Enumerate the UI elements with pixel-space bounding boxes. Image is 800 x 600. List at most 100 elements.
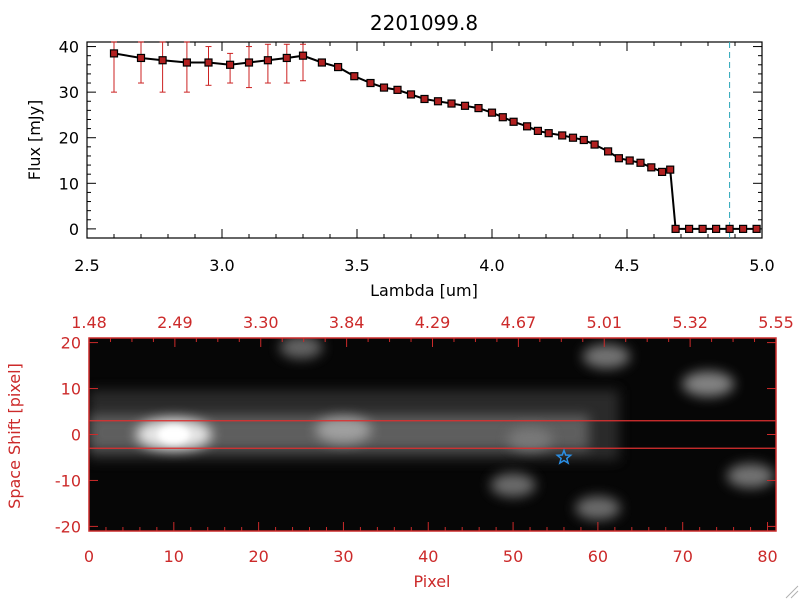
y-tick-label: 0 <box>69 220 79 239</box>
data-point <box>263 56 272 65</box>
data-point <box>509 117 518 126</box>
wavelength-tick-label: 5.55 <box>758 313 794 332</box>
wavelength-tick-label: 1.48 <box>71 313 107 332</box>
pixel-tick-label: 30 <box>333 547 353 566</box>
resize-grip-icon[interactable] <box>785 585 799 599</box>
data-point <box>317 58 326 67</box>
source-marker <box>555 448 573 465</box>
data-point <box>136 53 146 63</box>
data-point <box>522 122 532 131</box>
data-point <box>158 56 167 65</box>
spectrum-line <box>113 52 757 230</box>
data-point <box>666 165 675 174</box>
spectrum-plot-frame <box>86 41 763 239</box>
data-point <box>298 51 308 60</box>
space-shift-axis-label: Space Shift [pixel] <box>5 363 24 509</box>
data-point <box>614 154 624 163</box>
wavelength-tick-label: 4.29 <box>415 313 451 332</box>
data-point <box>474 103 483 113</box>
space-shift-tick-label: -20 <box>55 517 81 536</box>
x-axis-ticks: 2.5 3.0 3.5 4.0 4.5 5.0 <box>74 42 775 275</box>
data-point <box>406 90 416 99</box>
x-tick-label: 4.5 <box>614 256 639 275</box>
data-point <box>558 131 567 140</box>
data-point <box>244 58 254 67</box>
pixel-tick-label: 80 <box>757 547 777 566</box>
data-point <box>393 85 402 94</box>
chart-title: 2201099.8 <box>370 11 478 35</box>
data-point <box>752 224 761 233</box>
data-point <box>533 126 543 135</box>
data-point <box>590 140 599 149</box>
data-point <box>498 113 507 122</box>
source-core <box>157 425 190 444</box>
wavelength-tick-label: 5.32 <box>672 313 708 332</box>
data-point <box>334 62 343 72</box>
x-axis-label: Lambda [um] <box>370 281 478 300</box>
data-point <box>204 58 213 67</box>
x-tick-label: 3.5 <box>344 256 369 275</box>
y-tick-label: 10 <box>59 174 79 193</box>
wavelength-tick-label: 3.30 <box>243 313 279 332</box>
pixel-tick-label: 60 <box>588 547 608 566</box>
emission-blob <box>315 416 372 444</box>
data-point <box>282 53 291 63</box>
data-point <box>684 224 694 233</box>
data-point <box>447 99 456 108</box>
data-point <box>636 158 645 167</box>
error-bars <box>111 41 306 93</box>
pixel-tick-label: 20 <box>248 547 268 566</box>
y-tick-label: 40 <box>59 38 79 57</box>
data-point <box>182 58 191 67</box>
data-point <box>460 101 470 110</box>
spectrum-series <box>109 49 761 233</box>
spectrum-panel: 2201099.8 2.5 3.0 3.5 4.0 4.5 5.0 0 10 20 30 40 L… <box>25 11 775 300</box>
data-point <box>433 97 443 106</box>
y-axis-label: Flux [mJy] <box>25 100 44 181</box>
space-shift-ticks: -20 -10 0 10 20 <box>55 334 776 536</box>
pixel-tick-label: 0 <box>84 547 94 566</box>
pixel-tick-label: 70 <box>673 547 693 566</box>
spectral-image-panel: 0 10 20 30 40 50 60 70 80 1.48 2.49 3.30 3.84 4.29 4.… <box>5 313 794 591</box>
pixel-axis-ticks: 0 10 20 30 40 50 60 70 80 <box>84 522 778 566</box>
space-shift-tick-label: 0 <box>71 426 81 445</box>
pixel-tick-label: 10 <box>164 547 184 566</box>
emission-blob <box>682 371 735 397</box>
wavelength-tick-label: 5.01 <box>586 313 622 332</box>
data-point <box>579 135 588 145</box>
extraction-lines <box>89 420 776 449</box>
x-tick-label: 4.0 <box>479 256 504 275</box>
data-point <box>109 49 119 58</box>
data-point <box>725 224 734 233</box>
data-point <box>379 83 389 92</box>
data-point <box>657 167 667 177</box>
y-axis-ticks: 0 10 20 30 40 <box>59 38 762 239</box>
emission-blob <box>507 427 553 451</box>
space-shift-tick-label: -10 <box>55 471 81 490</box>
data-point <box>738 224 748 233</box>
emission-blob <box>279 338 323 359</box>
emission-blob <box>575 496 621 520</box>
emission-blob <box>726 463 775 488</box>
emission-blobs <box>135 338 775 520</box>
y-tick-label: 20 <box>59 129 79 148</box>
data-point <box>366 78 375 88</box>
emission-blob <box>490 473 536 497</box>
data-point <box>226 60 235 69</box>
data-point <box>698 224 707 233</box>
wavelength-axis-ticks: 1.48 2.49 3.30 3.84 4.29 4.67 5.01 5.32 5.55 <box>71 313 794 347</box>
pixel-axis-label: Pixel <box>413 572 450 591</box>
wavelength-tick-label: 4.67 <box>501 313 537 332</box>
wavelength-tick-label: 2.49 <box>157 313 193 332</box>
data-point <box>603 147 613 156</box>
wavelength-tick-label: 3.84 <box>329 313 365 332</box>
data-point <box>647 163 656 172</box>
space-shift-tick-label: 10 <box>61 380 81 399</box>
data-point <box>568 133 578 142</box>
x-tick-label: 3.0 <box>209 256 234 275</box>
x-tick-label: 2.5 <box>74 256 99 275</box>
data-point <box>671 224 680 233</box>
data-point <box>350 72 359 81</box>
emission-blob <box>582 344 631 369</box>
